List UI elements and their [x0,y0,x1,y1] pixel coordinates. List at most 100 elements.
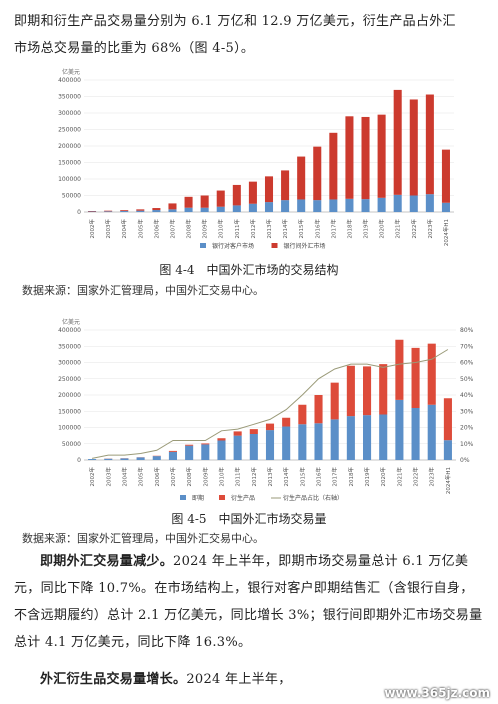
figure-4-5-caption: 图 4-5 中国外汇市场交易量 [171,512,327,526]
x-tick-label: 2018年 [347,467,355,487]
x-tick-label: 2010年 [217,219,225,239]
bar-top [361,116,370,200]
y-tick-label: 100000 [58,176,81,183]
y-tick-label: 200000 [58,143,81,150]
bar-top [104,210,113,212]
x-tick-label: 2023年 [428,467,436,487]
bar-top [282,417,291,427]
bar-top [441,149,450,203]
bar-bottom [395,399,404,460]
legend-label: 银行对客户市场 [212,242,254,250]
bar-top [330,382,339,420]
x-tick-label: 2022年 [412,467,420,487]
figure-4-4: 亿美元 0 50000 100000 150000 200000 250000 300000 3… [40,64,460,254]
y2-tick-label: 0% [460,457,470,464]
bar-top [425,94,434,195]
bar-top [168,450,177,452]
bar-top [346,365,355,417]
legend-swatch [271,243,278,248]
x-tick-label: 2014年 [282,467,290,487]
y2-tick-label: 30% [460,408,474,415]
figure-4-5: 亿美元 0 50000 100000 150000 200000 250000 300000 3… [40,314,480,506]
bar-bottom [346,416,355,460]
x-tick-label: 2020年 [379,467,387,487]
bar-bottom [314,423,323,460]
bar-bottom [297,199,306,212]
site-watermark: www.365jz.com [384,686,490,700]
intro-line-1: 即期和衍生产品交易量分别为 6.1 万亿和 12.9 万亿美元，衍生产品占外汇 [14,14,456,29]
bar-bottom [345,198,354,212]
bar-bottom [329,199,338,212]
p1-text: 2024 年上半年，即期市场交易量总计 6.1 万亿美元，同比下降 10.7%。… [14,554,483,650]
bar-top [168,203,177,210]
legend-label: 衍生产品 [231,494,255,502]
bar-bottom [152,210,161,212]
bar-top [363,366,372,416]
x-tick-label: 2024年H1 [444,467,452,494]
bar-bottom [184,207,193,212]
y-tick-label: 350000 [58,94,81,101]
y-tick-label: 200000 [58,392,81,399]
y-tick-label: 350000 [58,343,81,350]
bar-top [427,343,436,405]
legend-swatch [200,243,206,248]
bar-top [120,210,129,212]
y-tick-label: 0 [77,209,81,216]
body-paragraph-2: 外汇衍生品交易量增长。2024 年上半年， [14,666,486,693]
bar-bottom [281,200,290,212]
x-tick-label: 2005年 [137,467,145,487]
bar-top [393,89,402,195]
bar-top [184,196,193,208]
y-tick-label: 0 [77,457,81,464]
x-tick-label: 2012年 [250,467,258,487]
y-tick-label: 250000 [58,376,81,383]
y-tick-label: 150000 [58,160,81,167]
bar-bottom [120,458,129,460]
bar-top [201,443,210,445]
x-tick-label: 2013年 [266,467,274,487]
x-tick-label: 2006年 [152,219,160,239]
y2-tick-label: 50% [460,376,474,383]
x-tick-label: 2015年 [297,219,305,239]
x-tick-label: 2006年 [153,467,161,487]
x-tick-label: 2017年 [331,467,339,487]
bar-bottom [409,195,418,212]
bar-top [216,190,225,207]
bar-bottom [249,434,258,460]
x-tick-label: 2020年 [378,219,386,239]
y-tick-label: 150000 [58,408,81,415]
bar-bottom [377,197,386,212]
y-tick-label: 400000 [58,327,81,334]
x-tick-label: 2019年 [362,219,370,239]
intro-paragraph: 即期和衍生产品交易量分别为 6.1 万亿和 12.9 万亿美元，衍生产品占外汇 … [14,8,486,62]
y-tick-label: 300000 [58,110,81,117]
bar-top [217,438,226,441]
x-tick-label: 2018年 [345,219,353,239]
bar-bottom [217,440,226,460]
bar-top [411,347,420,408]
y-tick-label: 300000 [58,360,81,367]
y-tick-label: 50000 [62,193,81,200]
p2-heading: 外汇衍生品交易量增长。 [40,672,187,687]
figure-4-4-source: 数据来源：国家外汇管理局，中国外汇交易中心。 [22,284,264,297]
y-tick-label: 100000 [58,425,81,432]
bar-top [377,114,386,198]
x-tick-label: 2004年 [120,467,128,487]
bar-bottom [168,209,177,212]
y2-tick-label: 60% [460,360,474,367]
bar-bottom [136,457,145,460]
bar-top [395,339,404,400]
bar-top [232,184,241,206]
intro-line-2: 市场总交易量的比重为 68%（图 4-5）。 [14,41,255,56]
bar-bottom [136,210,145,212]
bar-bottom [427,404,436,460]
x-tick-label: 2002年 [88,219,96,239]
bar-bottom [379,414,388,460]
x-tick-label: 2016年 [313,219,321,239]
legend-label: 即期 [192,494,204,502]
legend-label: 银行间外汇市场 [284,242,326,250]
p1-heading: 即期外汇交易量减少。 [40,554,174,569]
x-tick-label: 2019年 [363,467,371,487]
bar-bottom [282,426,291,460]
x-tick-label: 2016年 [315,467,323,487]
